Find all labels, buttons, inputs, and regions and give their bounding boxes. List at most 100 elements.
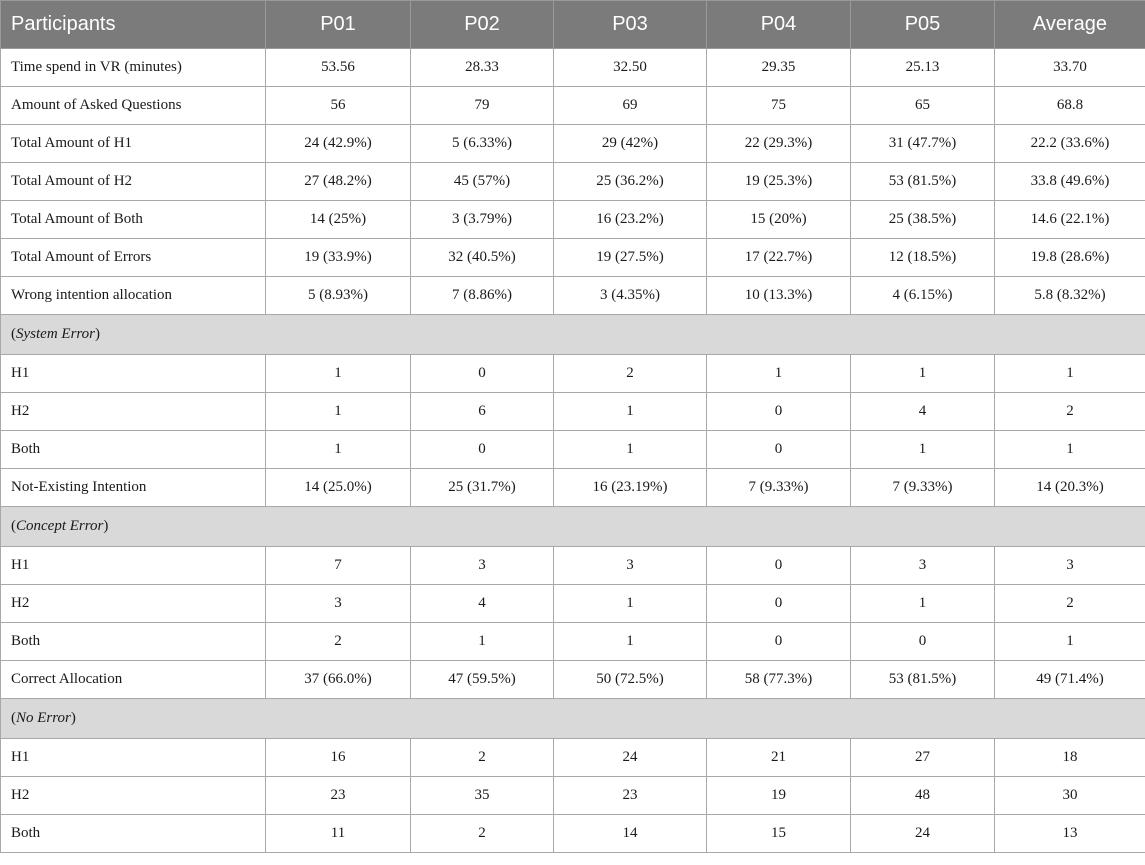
cell: 1 — [265, 430, 411, 469]
cell: 68.8 — [994, 86, 1145, 125]
table-row: Total Amount of Errors 19 (33.9%) 32 (40… — [0, 238, 1145, 277]
cell: 3 (3.79%) — [410, 200, 554, 239]
row-label: Both — [0, 622, 266, 661]
table-row: Correct Allocation 37 (66.0%) 47 (59.5%)… — [0, 660, 1145, 699]
table-row: Time spend in VR (minutes) 53.56 28.33 3… — [0, 48, 1145, 87]
cell: 58 (77.3%) — [706, 660, 851, 699]
cell: 19 (27.5%) — [553, 238, 707, 277]
cell: 1 — [553, 392, 707, 431]
cell: 3 — [553, 546, 707, 585]
table-row: Both 2 1 1 0 0 1 — [0, 622, 1145, 661]
section-row-concept-error: (Concept Error) — [0, 506, 1145, 547]
table-row: Wrong intention allocation 5 (8.93%) 7 (… — [0, 276, 1145, 315]
table-row: Not-Existing Intention 14 (25.0%) 25 (31… — [0, 468, 1145, 507]
cell: 10 (13.3%) — [706, 276, 851, 315]
cell: 32 (40.5%) — [410, 238, 554, 277]
cell: 14 (20.3%) — [994, 468, 1145, 507]
cell: 3 — [994, 546, 1145, 585]
cell: 32.50 — [553, 48, 707, 87]
row-label: H1 — [0, 546, 266, 585]
row-label: Amount of Asked Questions — [0, 86, 266, 125]
table-row: H2 23 35 23 19 48 30 — [0, 776, 1145, 815]
cell: 7 (9.33%) — [850, 468, 995, 507]
cell: 1 — [553, 622, 707, 661]
cell: 29.35 — [706, 48, 851, 87]
cell: 4 — [850, 392, 995, 431]
cell: 19.8 (28.6%) — [994, 238, 1145, 277]
table-row: H1 7 3 3 0 3 3 — [0, 546, 1145, 585]
cell: 65 — [850, 86, 995, 125]
cell: 0 — [410, 354, 554, 393]
cell: 13 — [994, 814, 1145, 853]
cell: 53 (81.5%) — [850, 660, 995, 699]
cell: 25 (31.7%) — [410, 468, 554, 507]
cell: 29 (42%) — [553, 124, 707, 163]
row-label: Total Amount of Errors — [0, 238, 266, 277]
cell: 7 (8.86%) — [410, 276, 554, 315]
cell: 5 (6.33%) — [410, 124, 554, 163]
cell: 45 (57%) — [410, 162, 554, 201]
cell: 35 — [410, 776, 554, 815]
cell: 0 — [706, 392, 851, 431]
cell: 1 — [706, 354, 851, 393]
cell: 27 — [850, 738, 995, 777]
cell: 0 — [850, 622, 995, 661]
section-title: (System Error) — [0, 314, 1145, 355]
cell: 3 — [265, 584, 411, 623]
cell: 14 (25%) — [265, 200, 411, 239]
cell: 4 — [410, 584, 554, 623]
cell: 1 — [410, 622, 554, 661]
cell: 49 (71.4%) — [994, 660, 1145, 699]
cell: 0 — [706, 622, 851, 661]
cell: 14.6 (22.1%) — [994, 200, 1145, 239]
cell: 53.56 — [265, 48, 411, 87]
cell: 14 (25.0%) — [265, 468, 411, 507]
cell: 14 — [553, 814, 707, 853]
cell: 33.70 — [994, 48, 1145, 87]
table-row: H2 3 4 1 0 1 2 — [0, 584, 1145, 623]
cell: 1 — [850, 430, 995, 469]
cell: 7 (9.33%) — [706, 468, 851, 507]
cell: 1 — [850, 354, 995, 393]
cell: 2 — [553, 354, 707, 393]
row-label: Both — [0, 814, 266, 853]
cell: 33.8 (49.6%) — [994, 162, 1145, 201]
header-p04: P04 — [706, 0, 851, 49]
cell: 1 — [850, 584, 995, 623]
cell: 7 — [265, 546, 411, 585]
cell: 25 (36.2%) — [553, 162, 707, 201]
header-p02: P02 — [410, 0, 554, 49]
cell: 47 (59.5%) — [410, 660, 554, 699]
cell: 28.33 — [410, 48, 554, 87]
cell: 53 (81.5%) — [850, 162, 995, 201]
row-label: H2 — [0, 392, 266, 431]
section-title-text: No Error — [16, 710, 71, 726]
cell: 11 — [265, 814, 411, 853]
section-title: (Concept Error) — [0, 506, 1145, 547]
cell: 23 — [553, 776, 707, 815]
header-average: Average — [994, 0, 1145, 49]
cell: 69 — [553, 86, 707, 125]
cell: 23 — [265, 776, 411, 815]
header-p05: P05 — [850, 0, 995, 49]
cell: 1 — [994, 622, 1145, 661]
cell: 2 — [994, 584, 1145, 623]
section-title-text: Concept Error — [16, 518, 104, 534]
cell: 18 — [994, 738, 1145, 777]
cell: 37 (66.0%) — [265, 660, 411, 699]
cell: 19 (33.9%) — [265, 238, 411, 277]
cell: 15 — [706, 814, 851, 853]
cell: 16 — [265, 738, 411, 777]
row-label: Total Amount of Both — [0, 200, 266, 239]
section-row-no-error: (No Error) — [0, 698, 1145, 739]
row-label: H1 — [0, 738, 266, 777]
table-row: Both 11 2 14 15 24 13 — [0, 814, 1145, 853]
table-row: Total Amount of H2 27 (48.2%) 45 (57%) 2… — [0, 162, 1145, 201]
cell: 16 (23.19%) — [553, 468, 707, 507]
row-label: Correct Allocation — [0, 660, 266, 699]
cell: 5 (8.93%) — [265, 276, 411, 315]
cell: 2 — [994, 392, 1145, 431]
section-row-system-error: (System Error) — [0, 314, 1145, 355]
cell: 0 — [410, 430, 554, 469]
